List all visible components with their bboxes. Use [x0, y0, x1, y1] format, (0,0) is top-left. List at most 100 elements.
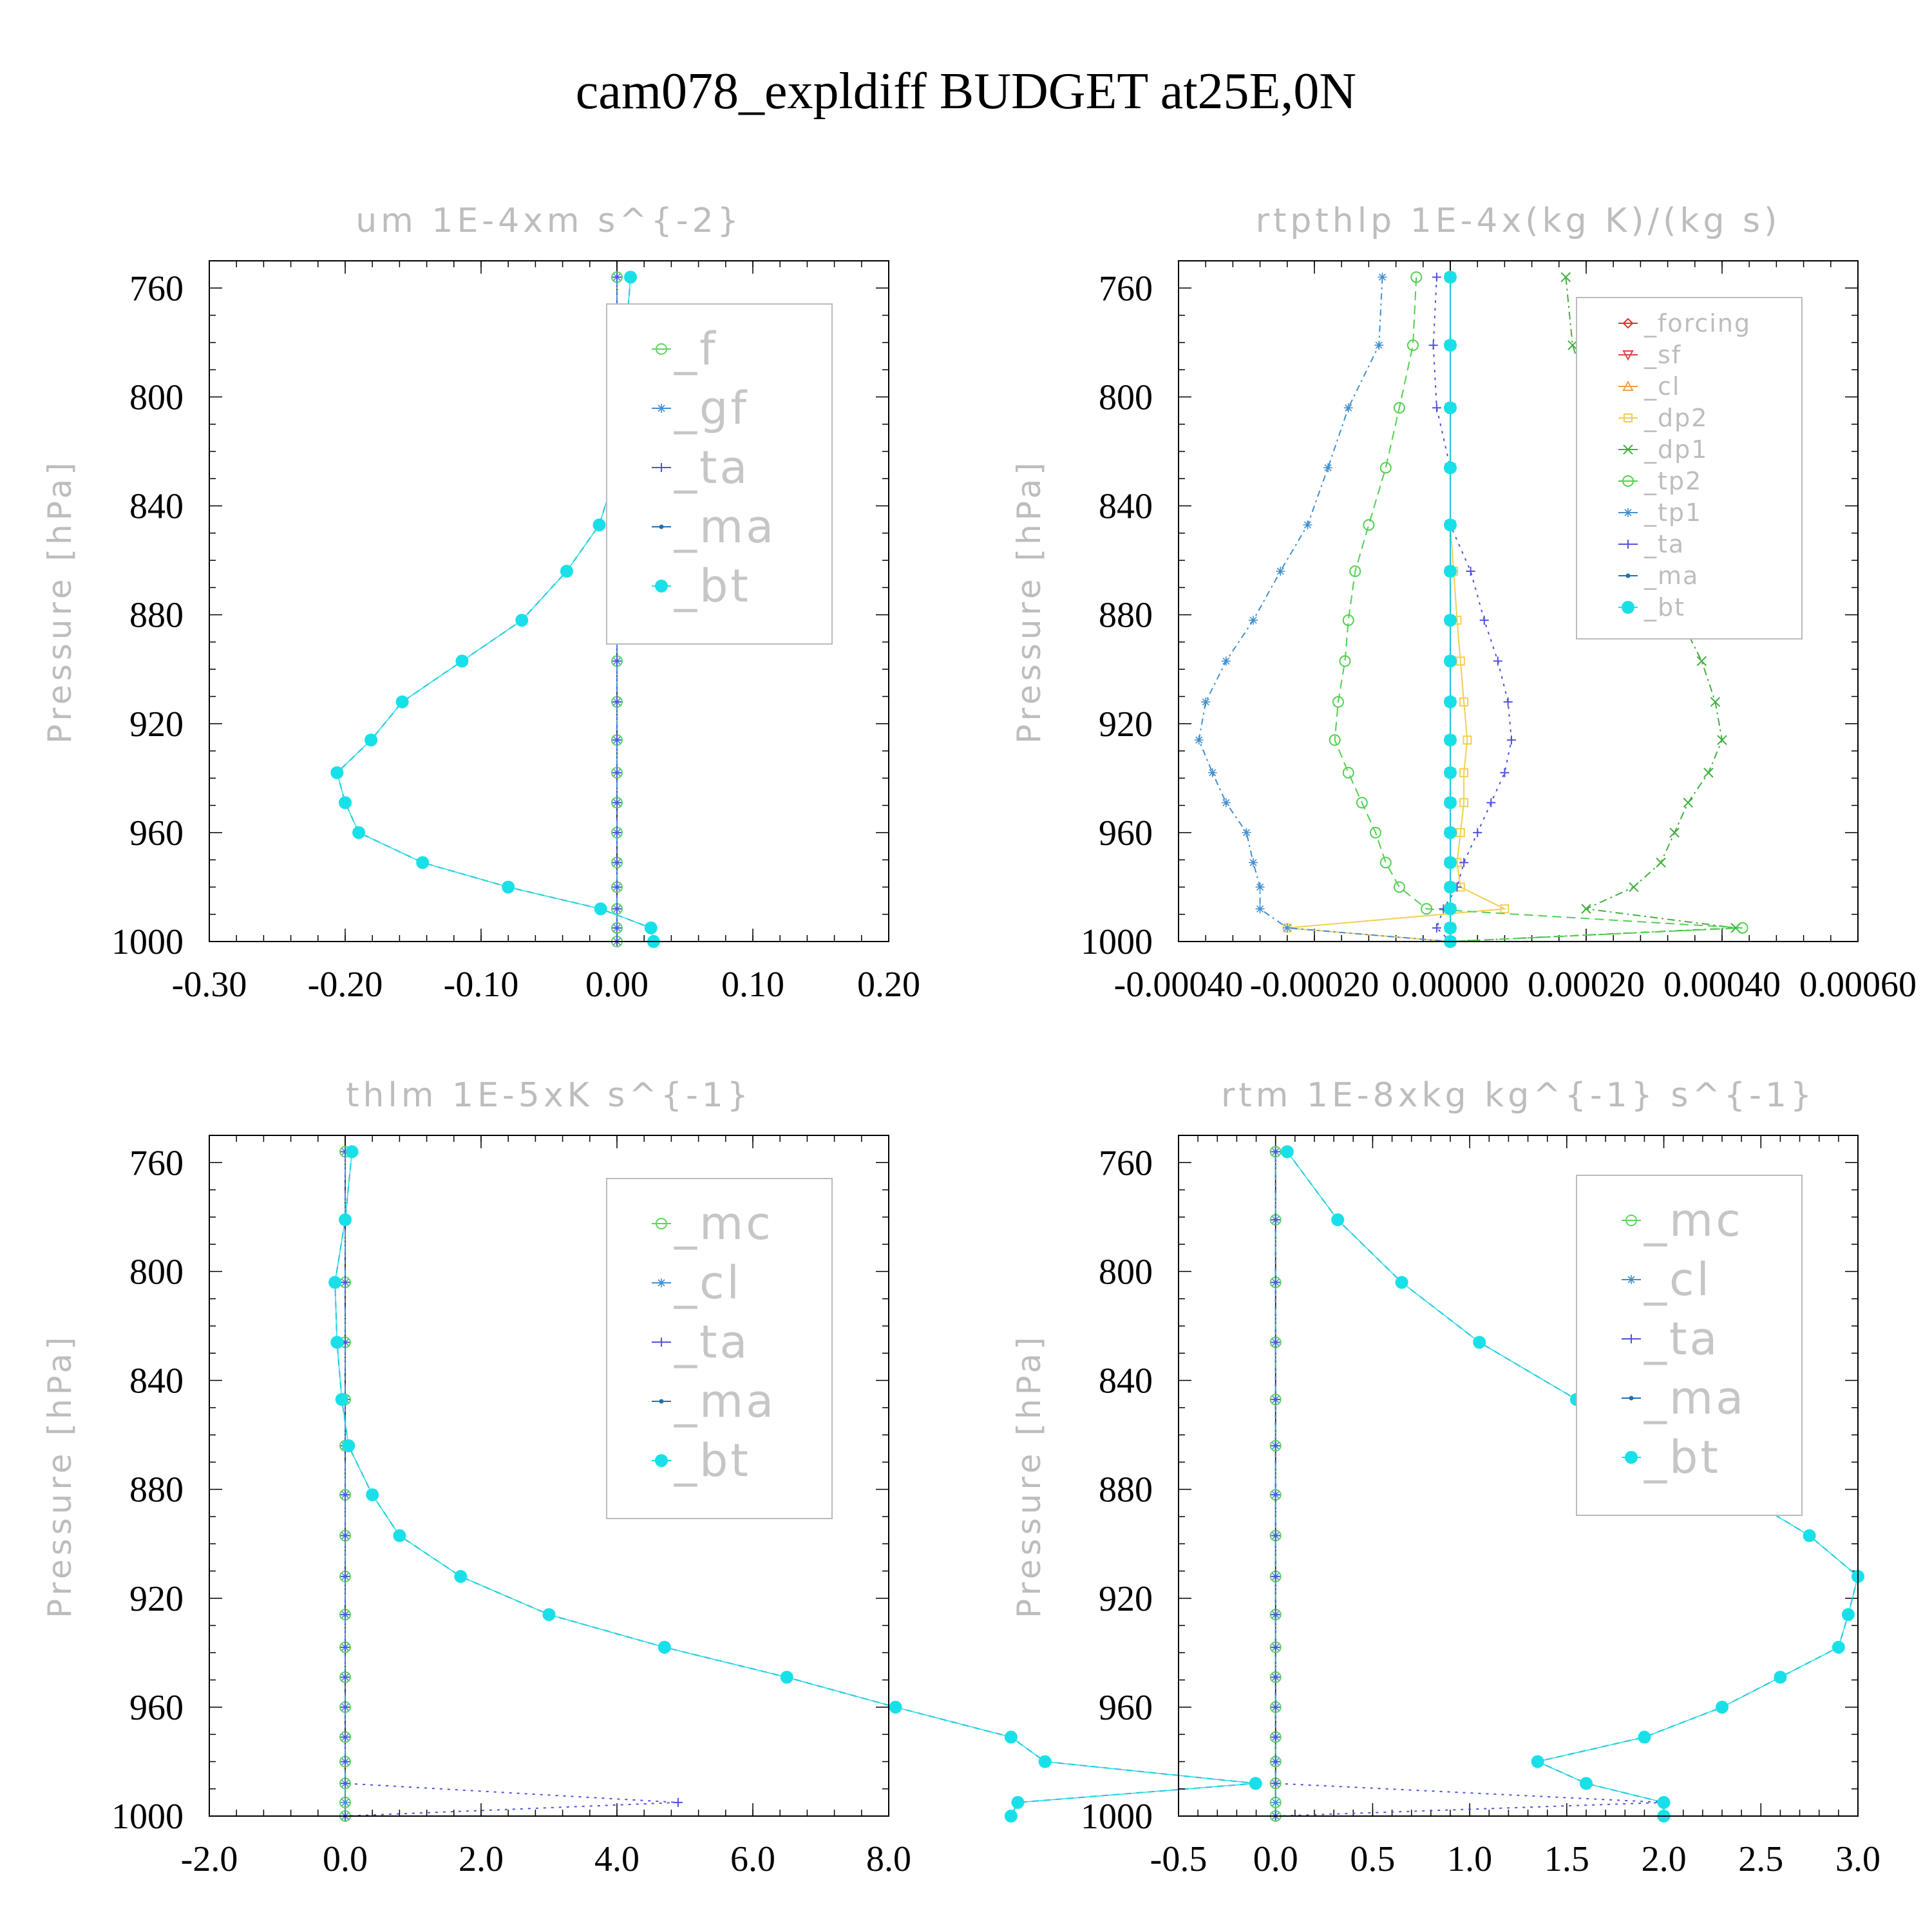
data-point — [1459, 697, 1469, 706]
data-point — [1444, 826, 1457, 839]
data-point — [1444, 461, 1457, 475]
legend-label: _f — [674, 323, 718, 375]
data-point — [515, 614, 529, 627]
legend-marker — [657, 463, 666, 472]
y-tick-label: 760 — [1099, 1143, 1153, 1183]
legend-label: _bt — [1643, 593, 1685, 621]
legend-marker — [1625, 573, 1631, 578]
data-point — [1379, 462, 1392, 474]
data-point — [1349, 565, 1361, 577]
y-tick-label: 1000 — [1081, 1797, 1153, 1837]
series-line — [1450, 277, 1736, 942]
data-point — [1736, 922, 1748, 934]
legend: _f _gf _ta _ma _bt — [606, 303, 833, 645]
y-axis-label: Pressure [hPa] — [1010, 459, 1048, 744]
data-point — [612, 858, 621, 867]
legend-label: _bt — [674, 560, 751, 612]
data-point — [341, 1732, 350, 1742]
data-point — [395, 695, 409, 708]
y-axis-label: Pressure [hPa] — [1010, 1333, 1048, 1618]
data-point — [612, 656, 621, 666]
legend-label: _ma — [674, 500, 776, 553]
data-point — [328, 1276, 342, 1289]
data-point — [1638, 1730, 1651, 1744]
data-point — [1581, 904, 1591, 914]
data-point — [341, 1702, 350, 1712]
legend-marker — [657, 404, 666, 413]
y-tick-label: 1000 — [1081, 922, 1153, 962]
x-tick-label: 2.0 — [459, 1839, 504, 1879]
data-point — [1242, 828, 1251, 837]
data-point — [335, 1393, 348, 1406]
x-tick-label: 1.5 — [1544, 1839, 1589, 1879]
y-tick-label: 800 — [1099, 377, 1153, 417]
legend-marker — [1622, 380, 1634, 391]
data-point — [1406, 339, 1419, 352]
y-tick-label: 960 — [1099, 1688, 1153, 1728]
data-point — [1466, 566, 1475, 576]
legend-marker — [1623, 444, 1633, 455]
data-point — [1303, 520, 1312, 530]
figure-title: cam078_expldiff BUDGET at25E,0N — [576, 63, 1356, 120]
data-point — [1803, 1529, 1816, 1542]
series-line — [1334, 277, 1743, 942]
data-point — [1271, 1672, 1280, 1682]
data-point — [644, 921, 658, 934]
data-point — [1500, 768, 1510, 777]
data-point — [1221, 798, 1231, 808]
chart-title: rtm 1E-8xkg kg^{-1} s^{-1} — [1221, 1076, 1815, 1115]
series-line — [1432, 277, 1512, 942]
data-point — [1459, 768, 1469, 777]
data-point — [1339, 655, 1351, 667]
data-point — [352, 826, 366, 839]
data-point — [1444, 921, 1457, 934]
data-point — [1271, 1571, 1280, 1581]
data-point — [594, 902, 607, 916]
data-point — [1444, 695, 1457, 708]
data-point — [624, 270, 638, 284]
data-point — [1011, 1795, 1025, 1809]
data-point — [330, 766, 344, 779]
series-line — [334, 1151, 1256, 1817]
y-tick-label: 760 — [1099, 269, 1153, 308]
data-point — [1271, 1779, 1280, 1788]
x-tick-label: 8.0 — [866, 1839, 911, 1879]
x-tick-label: -0.00020 — [1250, 965, 1379, 1005]
legend-label: _forcing — [1643, 309, 1751, 337]
data-point — [612, 828, 621, 837]
legend-marker — [655, 1454, 668, 1467]
data-point — [1249, 858, 1258, 867]
data-point — [1271, 1797, 1280, 1807]
y-tick-label: 760 — [129, 1143, 184, 1183]
data-point — [611, 797, 623, 809]
legend-marker — [657, 1338, 666, 1347]
data-point — [1271, 1147, 1280, 1157]
data-point — [1249, 616, 1258, 625]
data-point — [1774, 1671, 1787, 1684]
y-tick-label: 880 — [1099, 596, 1153, 636]
data-point — [1444, 564, 1457, 578]
data-point — [341, 1278, 350, 1287]
data-point — [1432, 403, 1441, 413]
x-tick-label: -0.10 — [444, 965, 519, 1005]
data-point — [1269, 1671, 1282, 1683]
y-axis-label: Pressure [hPa] — [41, 459, 79, 744]
legend: _mc _cl _ta _ma _bt — [606, 1178, 833, 1519]
data-point — [1657, 1795, 1671, 1809]
data-point — [341, 1571, 350, 1581]
data-point — [1249, 1777, 1262, 1790]
data-point — [1629, 882, 1639, 893]
data-point — [1710, 697, 1721, 707]
data-point — [1717, 735, 1727, 745]
legend-label: _bt — [1643, 1431, 1721, 1484]
data-point — [1493, 656, 1502, 666]
series-line — [1287, 1151, 1859, 1816]
x-tick-label: -0.30 — [172, 965, 247, 1005]
data-point — [1444, 270, 1457, 284]
y-tick-label: 800 — [129, 377, 184, 417]
data-point — [1004, 1810, 1018, 1823]
y-tick-label: 960 — [129, 813, 184, 853]
data-point — [1276, 566, 1285, 576]
data-point — [889, 1700, 902, 1714]
x-tick-label: 0.0 — [323, 1839, 368, 1879]
